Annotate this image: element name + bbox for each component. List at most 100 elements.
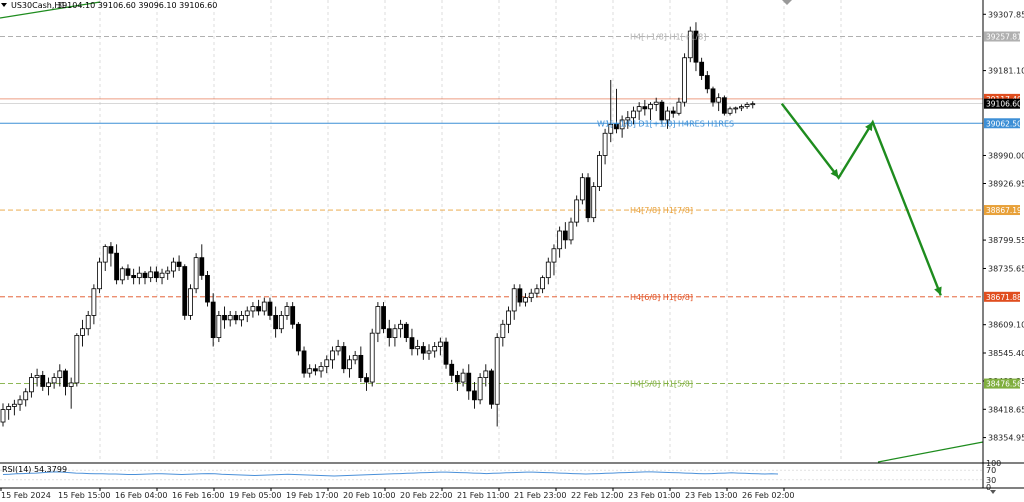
dropdown-arrow-icon[interactable] <box>1 3 7 7</box>
candle-body <box>528 292 534 299</box>
candle-body <box>636 106 642 112</box>
candle-body <box>295 323 301 352</box>
candle-body <box>608 123 614 134</box>
candle-body <box>460 372 466 383</box>
candle-body <box>108 246 114 254</box>
x-tick-label: 21 Feb 11:00 <box>457 491 509 500</box>
x-tick-label: 23 Feb 13:00 <box>685 491 737 500</box>
candle-body <box>318 366 324 372</box>
x-tick-label: 23 Feb 01:00 <box>628 491 680 500</box>
candle-body <box>653 101 659 105</box>
candle-body <box>534 288 540 294</box>
candle-body <box>426 350 432 354</box>
candle-body <box>420 346 426 354</box>
arrow-head-icon <box>865 122 873 132</box>
candle-body <box>562 230 568 241</box>
price-tag-label: 38867.19 <box>986 206 1022 215</box>
candle-body <box>659 101 665 121</box>
price-tag <box>984 378 1020 389</box>
candle-body <box>648 103 653 110</box>
candle-body <box>568 221 574 241</box>
candle-body <box>523 297 528 303</box>
candle-body <box>710 88 716 103</box>
x-tick-label: 15 Feb 2024 <box>1 491 51 500</box>
candle-body <box>312 368 318 372</box>
candle-body <box>619 119 625 130</box>
candle-body <box>511 288 517 312</box>
projection-path <box>780 102 942 296</box>
candle-body <box>551 248 557 263</box>
candle-body <box>250 306 256 312</box>
candle-body <box>415 346 421 350</box>
candle-body <box>74 334 80 384</box>
x-axis-ticks: 15 Feb 2024 15 Feb 15:00 16 Feb 04:00 16 Fe… <box>0 488 996 500</box>
x-tick-label: 26 Feb 02:00 <box>742 491 794 500</box>
candle-body <box>347 359 352 370</box>
candle-body <box>244 310 250 316</box>
candle-body <box>386 328 392 339</box>
candle-body <box>432 346 438 352</box>
projection-arrow <box>780 102 942 296</box>
candle-body <box>477 377 483 401</box>
candle-body <box>159 272 165 279</box>
candle-body <box>682 57 687 103</box>
candle-body <box>375 306 381 334</box>
candle-body <box>466 372 472 392</box>
candle-body <box>744 103 750 108</box>
candle-body <box>483 370 489 378</box>
y-tick-label: 38990.00 <box>988 151 1024 160</box>
candle-body <box>500 323 506 339</box>
price-tag-label: 38671.88 <box>986 293 1022 302</box>
scroll-marker-icon <box>782 0 792 5</box>
y-tick-label: 38735.65 <box>988 264 1024 273</box>
price-tag <box>984 31 1020 42</box>
y-tick-label: 38926.95 <box>988 179 1024 188</box>
candle-body <box>176 261 182 267</box>
candle-body <box>716 97 722 103</box>
candle-body <box>602 132 608 156</box>
candle-body <box>114 252 119 281</box>
candle-body <box>256 306 262 312</box>
price-tag-label: 39257.81 <box>986 33 1022 42</box>
candle-body <box>182 266 188 316</box>
candle-body <box>398 323 404 330</box>
ohlc-values: 39104.10 39106.60 39096.10 39106.60 <box>57 1 217 10</box>
y-axis-ticks: 39307.85 39181.10 38990.00 38926.95 38799.55… <box>983 10 1024 443</box>
trend-line-bottom <box>877 441 984 463</box>
y-tick-label: 38545.40 <box>988 349 1024 358</box>
level-label: H4[7/8] H1[7/8] <box>630 206 693 215</box>
candles <box>0 22 756 427</box>
candle-body <box>170 261 176 272</box>
candle-body <box>676 101 682 114</box>
candle-body <box>11 403 17 407</box>
candle-body <box>0 409 6 423</box>
candle-body <box>142 272 148 279</box>
rsi-line <box>2 471 779 477</box>
candle-body <box>68 382 74 387</box>
candle-body <box>369 332 375 383</box>
current-price-tag <box>984 98 1020 109</box>
candle-body <box>267 301 273 316</box>
candle-body <box>6 406 12 410</box>
candle-body <box>85 315 91 330</box>
y-tick-label: 38609.10 <box>988 321 1024 330</box>
candle-body <box>381 306 386 330</box>
candle-body <box>210 301 216 339</box>
candle-body <box>324 359 330 367</box>
candle-body <box>284 306 290 316</box>
price-tag <box>984 118 1020 129</box>
candle-body <box>335 346 341 352</box>
candle-body <box>188 288 193 316</box>
candle-body <box>591 186 597 219</box>
candle-body <box>273 315 279 330</box>
candle-body <box>239 315 244 321</box>
candle-body <box>222 315 227 321</box>
candle-body <box>80 328 85 336</box>
level-label: W1[+1/8] D1[+1/8] H4RES H1RES <box>597 119 734 128</box>
trend-line-top <box>0 1 101 19</box>
price-tag-label: 38476.56 <box>986 380 1022 389</box>
candle-body <box>585 177 591 219</box>
candle-body <box>358 354 364 378</box>
